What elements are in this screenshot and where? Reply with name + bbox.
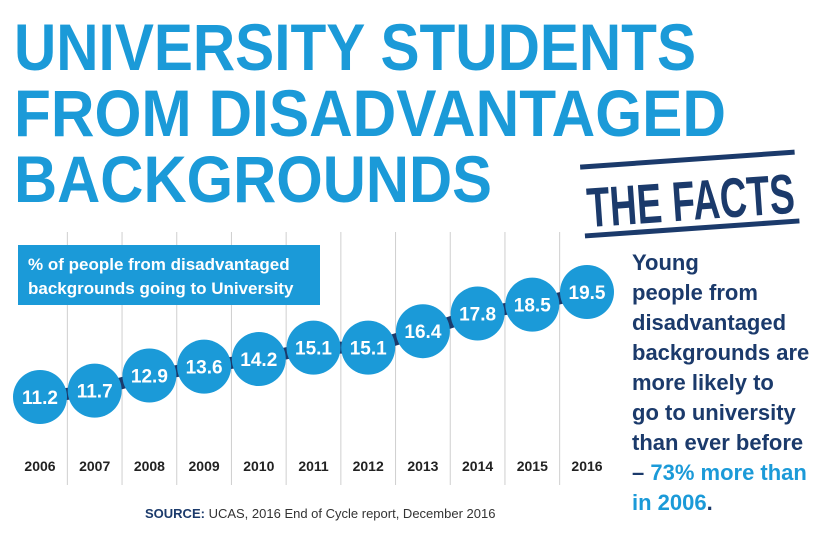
data-point-2013 <box>395 304 450 359</box>
data-point-2011 <box>286 320 341 375</box>
x-axis-labels: 2006 2007 2008 2009 2010 2011 2012 2013 2014 2015… <box>24 458 602 474</box>
data-label-2015: 18.5 <box>514 296 551 317</box>
data-point-2007 <box>67 363 122 418</box>
fact-line-2: people from <box>632 280 758 305</box>
headline: UNIVERSITY STUDENTS FROM DISADVANTAGED B… <box>14 10 726 216</box>
data-label-2008: 12.9 <box>131 366 168 387</box>
fact-line-3: disadvantaged <box>632 310 786 335</box>
source-note: SOURCE: UCAS, 2016 End of Cycle report, … <box>145 506 495 521</box>
fact-highlight-1: 73% more than <box>650 460 807 485</box>
year-label-2016: 2016 <box>571 458 602 474</box>
the-facts-stamp: THE FACTS <box>579 149 800 239</box>
legend-background <box>18 245 320 305</box>
year-label-2011: 2011 <box>298 458 329 474</box>
legend-line-2: backgrounds going to University <box>28 279 294 298</box>
data-label-2007: 11.7 <box>77 382 113 403</box>
stamp-rule-top <box>579 149 795 170</box>
data-point-2006 <box>13 370 67 424</box>
fact-line-8: – 73% more than <box>632 460 807 485</box>
fact-line-1: Young <box>632 250 699 275</box>
stamp-rule-bottom <box>584 218 800 239</box>
fact-highlight-2: in 2006 <box>632 490 707 515</box>
source-label: SOURCE: <box>145 506 205 521</box>
legend-line-1: % of people from disadvantaged <box>28 255 290 274</box>
headline-line-2: FROM DISADVANTAGED <box>14 76 726 150</box>
year-label-2009: 2009 <box>189 458 220 474</box>
data-point-2016 <box>560 265 614 320</box>
data-points: 11.2 11.7 12.9 13.6 14.2 15.1 15.1 16.4 17.8 18.5… <box>13 265 614 424</box>
data-point-2009 <box>177 339 232 394</box>
data-point-2008 <box>122 348 177 403</box>
data-label-2016: 19.5 <box>569 283 606 304</box>
year-label-2013: 2013 <box>407 458 438 474</box>
headline-line-3: BACKGROUNDS <box>14 142 492 216</box>
data-label-2006: 11.2 <box>22 388 58 409</box>
headline-line-1: UNIVERSITY STUDENTS <box>14 10 696 84</box>
data-point-2012 <box>341 320 396 375</box>
data-label-2014: 17.8 <box>459 305 496 326</box>
fact-dash: – <box>632 460 650 485</box>
year-label-2012: 2012 <box>353 458 384 474</box>
year-label-2015: 2015 <box>517 458 548 474</box>
fact-end: . <box>707 490 713 515</box>
data-point-2015 <box>505 277 560 332</box>
year-label-2007: 2007 <box>79 458 110 474</box>
fact-line-7: than ever before <box>632 430 803 455</box>
data-label-2013: 16.4 <box>404 322 441 343</box>
data-point-2014 <box>450 286 505 341</box>
year-label-2014: 2014 <box>462 458 493 474</box>
fact-line-4: backgrounds are <box>632 340 809 365</box>
legend-box: % of people from disadvantaged backgroun… <box>18 245 320 305</box>
data-label-2009: 13.6 <box>186 358 223 379</box>
data-label-2011: 15.1 <box>295 339 332 360</box>
fact-line-6: go to university <box>632 400 797 425</box>
data-point-2010 <box>231 332 286 387</box>
data-label-2012: 15.1 <box>350 339 387 360</box>
fact-line-5: more likely to <box>632 370 774 395</box>
year-label-2008: 2008 <box>134 458 165 474</box>
key-fact: Young people from disadvantaged backgrou… <box>632 250 809 515</box>
year-label-2006: 2006 <box>24 458 55 474</box>
source-text: UCAS, 2016 End of Cycle report, December… <box>205 506 495 521</box>
year-label-2010: 2010 <box>243 458 274 474</box>
data-label-2010: 14.2 <box>240 350 277 371</box>
fact-line-9: in 2006. <box>632 490 713 515</box>
